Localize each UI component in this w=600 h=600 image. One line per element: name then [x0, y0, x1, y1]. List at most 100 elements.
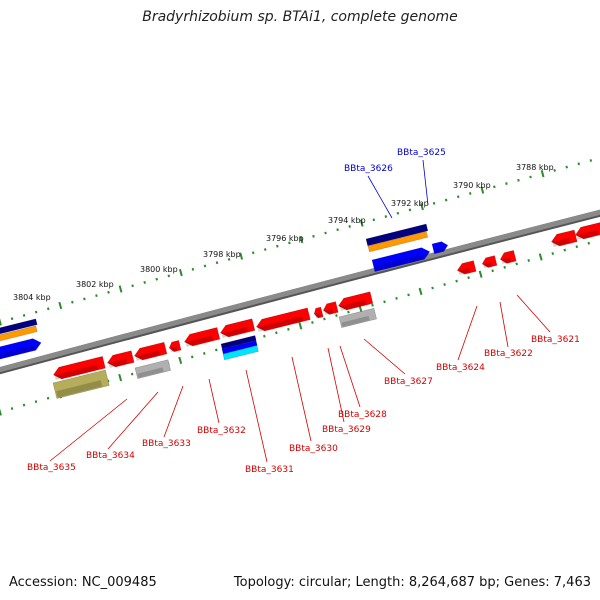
scale-tick-outer [239, 252, 244, 260]
gene-bar-red [338, 291, 374, 311]
gene-bar-blue-edge-shade [0, 344, 36, 359]
scale-tick-inner [335, 314, 338, 317]
label-leader-lines [49, 159, 551, 463]
leader-line-reverse [245, 369, 268, 463]
gene-bar-blue-small [431, 241, 449, 255]
gene-label-reverse: BBta_3624 [436, 363, 485, 373]
gene-bar-red-shade [552, 238, 571, 247]
gene-bar-grey-body [134, 359, 172, 380]
gene-bar-grey-shade [137, 367, 164, 378]
scale-tick-outer [589, 159, 593, 162]
scale-tick-outer [107, 290, 110, 294]
scale-tick-inner [287, 327, 290, 331]
gene-bar-red-shade [135, 350, 161, 361]
scale-tick-outer [432, 201, 436, 205]
scale-tick-inner [551, 252, 555, 255]
gene-bar-red-body [184, 327, 221, 347]
gene-bar-red-body [499, 250, 517, 264]
gene-bar-red-body [168, 339, 182, 353]
gene-bar-red [481, 255, 498, 268]
leader-line-reverse [339, 345, 361, 408]
gene-bar-blue-small-body [431, 241, 449, 255]
scale-tick-outer [577, 162, 581, 166]
gene-bar-red-shade [576, 229, 600, 240]
scale-tick-outer [312, 234, 315, 238]
gene-bar-blue [371, 247, 431, 273]
gene-bar-red [456, 260, 477, 275]
leader-line-reverse [457, 305, 478, 361]
genome-summary-text: Topology: circular; Length: 8,264,687 bp… [233, 575, 591, 590]
scale-tick-inner [383, 300, 386, 304]
scale-tick-outer [215, 261, 219, 265]
gene-bar-blue-shade [374, 254, 425, 271]
gene-bar-red-body [313, 306, 324, 319]
scale-tick-outer [384, 215, 388, 218]
gene-bar-red-shade [315, 313, 321, 318]
scale-tick-inner [178, 356, 183, 364]
scale-tick-inner [407, 293, 410, 297]
gene-bar-red-body [134, 341, 168, 361]
scale-tick-inner [22, 403, 26, 407]
gene-label-reverse: BBta_3628 [338, 410, 387, 420]
scale-tick-outer [22, 313, 26, 317]
leader-line-reverse [163, 385, 184, 438]
scale-tick-inner [431, 286, 434, 290]
gene-bar-red-body [456, 260, 477, 275]
scale-tick-inner [214, 348, 218, 352]
scale-tick-inner [478, 270, 483, 278]
genome-backbone [0, 209, 600, 375]
scale-tick-inner [130, 372, 134, 376]
gene-bar-grey-shade [341, 315, 370, 327]
gene-label-reverse: BBta_3621 [531, 335, 580, 345]
scale-tick-outer [505, 182, 508, 185]
scale-tick-outer [95, 294, 98, 298]
scale-tick-outer [420, 203, 424, 211]
scale-label: 3790 kbp [453, 181, 491, 190]
gene-bar-navy [365, 223, 429, 247]
gene-bar-red-shade [483, 262, 493, 268]
gene-bar-red-body [107, 350, 135, 368]
scale-tick-inner [467, 276, 470, 280]
scale-tick-outer [444, 198, 448, 202]
gene-bar-red [134, 341, 168, 361]
scale-tick-outer [336, 228, 339, 232]
gene-bar-blue-thin-body [221, 340, 258, 355]
leader-line-reverse [208, 378, 220, 424]
gene-bar-olive-body [52, 369, 110, 399]
gene-bar-red-body [53, 356, 106, 380]
gene-bar-navy-small-body [220, 335, 257, 350]
scale-labels: 3804 kbp 3802 kbp 3800 kbp 3798 kbp 3796 kbp… [13, 163, 554, 302]
gene-bar-blue-small-shade [434, 246, 444, 253]
scale-tick-inner [443, 283, 446, 286]
scale-tick-inner [202, 352, 206, 355]
scale-label: 3794 kbp [328, 216, 366, 225]
scale-tick-inner [118, 373, 123, 382]
gene-bar-grey [134, 359, 172, 380]
gene-bar-red-shade [221, 326, 248, 338]
scale-label: 3802 kbp [76, 280, 114, 289]
scale-tick-outer [34, 310, 38, 314]
scale-tick-outer [276, 244, 279, 248]
gene-bar-red [184, 327, 221, 347]
scale-tick-outer [396, 211, 400, 215]
gene-bar-olive [52, 369, 110, 399]
gene-bar-orange [367, 231, 429, 253]
scale-tick-outer [553, 168, 556, 172]
scale-tick-inner [563, 248, 567, 252]
scale-label: 3800 kbp [140, 265, 178, 274]
scale-tick-outer [167, 274, 171, 278]
gene-label-reverse: BBta_3629 [322, 425, 371, 435]
leader-line-forward [367, 175, 393, 219]
scale-tick-outer [263, 248, 267, 251]
scale-tick-outer [324, 231, 327, 235]
scale-tick-outer [227, 257, 231, 261]
gene-bar-red [168, 339, 182, 353]
map-title: Bradyrhizobium sp. BTAi1, complete genom… [142, 9, 458, 25]
gene-bar-red [256, 307, 311, 332]
scale-tick-inner [455, 279, 458, 283]
scale-tick-outer [529, 175, 532, 179]
gene-bar-blue-edge-body [0, 338, 42, 361]
gene-bar-red [551, 229, 578, 247]
scale-label: 3796 kbp [266, 234, 304, 243]
